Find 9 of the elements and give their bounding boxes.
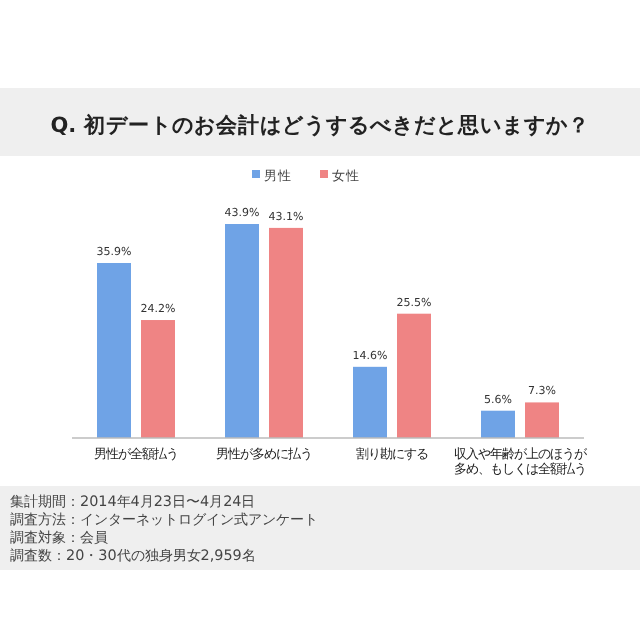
bar <box>397 313 431 438</box>
bar <box>97 263 131 438</box>
bar <box>225 224 259 438</box>
bar <box>141 320 175 438</box>
bar <box>481 410 515 438</box>
chart-title: Q. 初デートのお会計はどうするべきだと思いますか？ <box>50 112 590 138</box>
bar <box>525 402 559 438</box>
bar <box>269 227 303 438</box>
bar <box>353 366 387 438</box>
